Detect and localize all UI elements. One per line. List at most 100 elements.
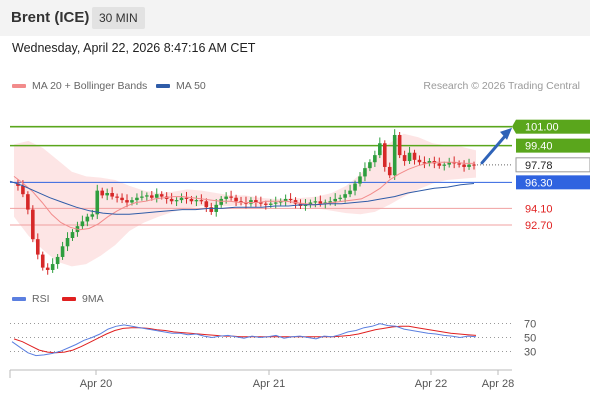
- candle-body: [21, 185, 25, 195]
- candle-body: [328, 201, 333, 203]
- legend-ma20-label: MA 20 + Bollinger Bands: [32, 80, 148, 92]
- candle-body: [209, 207, 214, 212]
- candle-body: [65, 238, 70, 247]
- x-tick-label: Apr 21: [253, 378, 285, 390]
- candle-body: [457, 163, 461, 165]
- forecast-arrow-shaft: [480, 133, 508, 165]
- candle-body: [338, 197, 342, 199]
- candle-body: [442, 164, 447, 166]
- candle-body: [313, 201, 318, 203]
- level-label-3: 96.30: [525, 177, 553, 189]
- candle-body: [70, 232, 75, 238]
- candle-body: [472, 164, 476, 166]
- candle-body: [382, 143, 387, 167]
- level-label-bg-0: [516, 119, 590, 134]
- candle-body: [120, 197, 124, 201]
- level-label-bg-1: [516, 138, 590, 153]
- legend-rsi: RSI: [12, 293, 50, 305]
- candle-body: [31, 209, 35, 240]
- candle-body: [452, 162, 456, 164]
- candle-body: [239, 201, 243, 203]
- candle-body: [422, 162, 427, 164]
- candle-body: [343, 194, 347, 198]
- legend-rsi-ma-label: 9MA: [82, 293, 104, 305]
- candle-body: [412, 152, 417, 160]
- candle-body: [273, 202, 278, 204]
- candle-body: [278, 201, 283, 203]
- candle-body: [392, 134, 397, 176]
- candle-body: [199, 200, 204, 202]
- candle-body: [159, 194, 164, 197]
- candle-body: [115, 196, 119, 198]
- candle-body: [50, 264, 55, 270]
- candle-body: [60, 246, 65, 257]
- candle-body: [387, 166, 392, 176]
- candle-body: [333, 198, 338, 202]
- level-label-5: 92.70: [525, 220, 553, 232]
- candle-body: [85, 216, 90, 222]
- candle-body: [110, 193, 114, 197]
- candle-body: [363, 168, 367, 177]
- legend-ma20: MA 20 + Bollinger Bands: [12, 80, 147, 92]
- candle-body: [224, 196, 228, 199]
- forecast-arrow-head: [500, 127, 512, 140]
- candle-body: [407, 152, 412, 162]
- level-label-bg-2: [515, 157, 590, 173]
- legend-ma50: MA 50: [156, 80, 206, 92]
- candle-body: [229, 196, 233, 198]
- candle-body: [219, 198, 223, 205]
- level-label-pointer: [512, 119, 516, 134]
- level-label-bg-3: [516, 175, 590, 190]
- candle-body: [283, 198, 288, 202]
- level-label-2: 97.78: [525, 160, 553, 172]
- ma20-swatch: [12, 84, 26, 89]
- candle-body: [45, 267, 50, 270]
- ma50-swatch: [156, 84, 170, 89]
- level-label-4: 94.10: [525, 203, 553, 215]
- candle-body: [55, 256, 60, 265]
- candle-body: [437, 163, 442, 166]
- symbol-title: Brent (ICE): [11, 9, 90, 26]
- rsi-line: [11, 323, 477, 357]
- candle-body: [149, 195, 154, 198]
- header-bar: Brent (ICE) 30 MIN: [0, 0, 590, 36]
- candle-body: [462, 164, 466, 167]
- candle-body: [16, 183, 20, 186]
- candle-body: [135, 197, 139, 201]
- candle-body: [194, 200, 199, 202]
- candle-body: [293, 200, 298, 204]
- rsi-swatch: [12, 297, 26, 302]
- candle-body: [402, 155, 407, 162]
- candle-body: [169, 198, 174, 202]
- candle-body: [105, 193, 109, 196]
- candle-body: [90, 214, 95, 217]
- legend-ma50-label: MA 50: [176, 80, 206, 92]
- candle-body: [249, 200, 253, 204]
- level-label-0: 101.00: [525, 122, 559, 134]
- candle-body: [427, 161, 432, 164]
- candle-body: [318, 201, 323, 204]
- candle-body: [125, 200, 129, 203]
- rsi-tick-label: 70: [524, 319, 536, 331]
- candle-body: [154, 194, 159, 198]
- interval-button[interactable]: 30 MIN: [92, 7, 145, 29]
- candle-body: [145, 195, 149, 197]
- candle-body: [378, 143, 382, 156]
- candle-body: [130, 200, 134, 203]
- level-label-1: 99.40: [525, 141, 553, 153]
- rsi-ma-line: [13, 325, 477, 354]
- candle-body: [467, 164, 471, 167]
- x-tick-label: Apr 20: [80, 378, 112, 390]
- candle-body: [288, 198, 293, 201]
- candle-body: [264, 203, 268, 205]
- candle-body: [353, 183, 357, 191]
- candle-body: [40, 254, 45, 268]
- candle-body: [348, 190, 352, 195]
- rsi-tick-label: 30: [524, 346, 536, 358]
- candle-body: [95, 190, 100, 215]
- bollinger-band: [14, 133, 476, 267]
- candle-body: [303, 204, 308, 207]
- candle-body: [35, 239, 40, 255]
- rsi-ma-swatch: [62, 297, 76, 302]
